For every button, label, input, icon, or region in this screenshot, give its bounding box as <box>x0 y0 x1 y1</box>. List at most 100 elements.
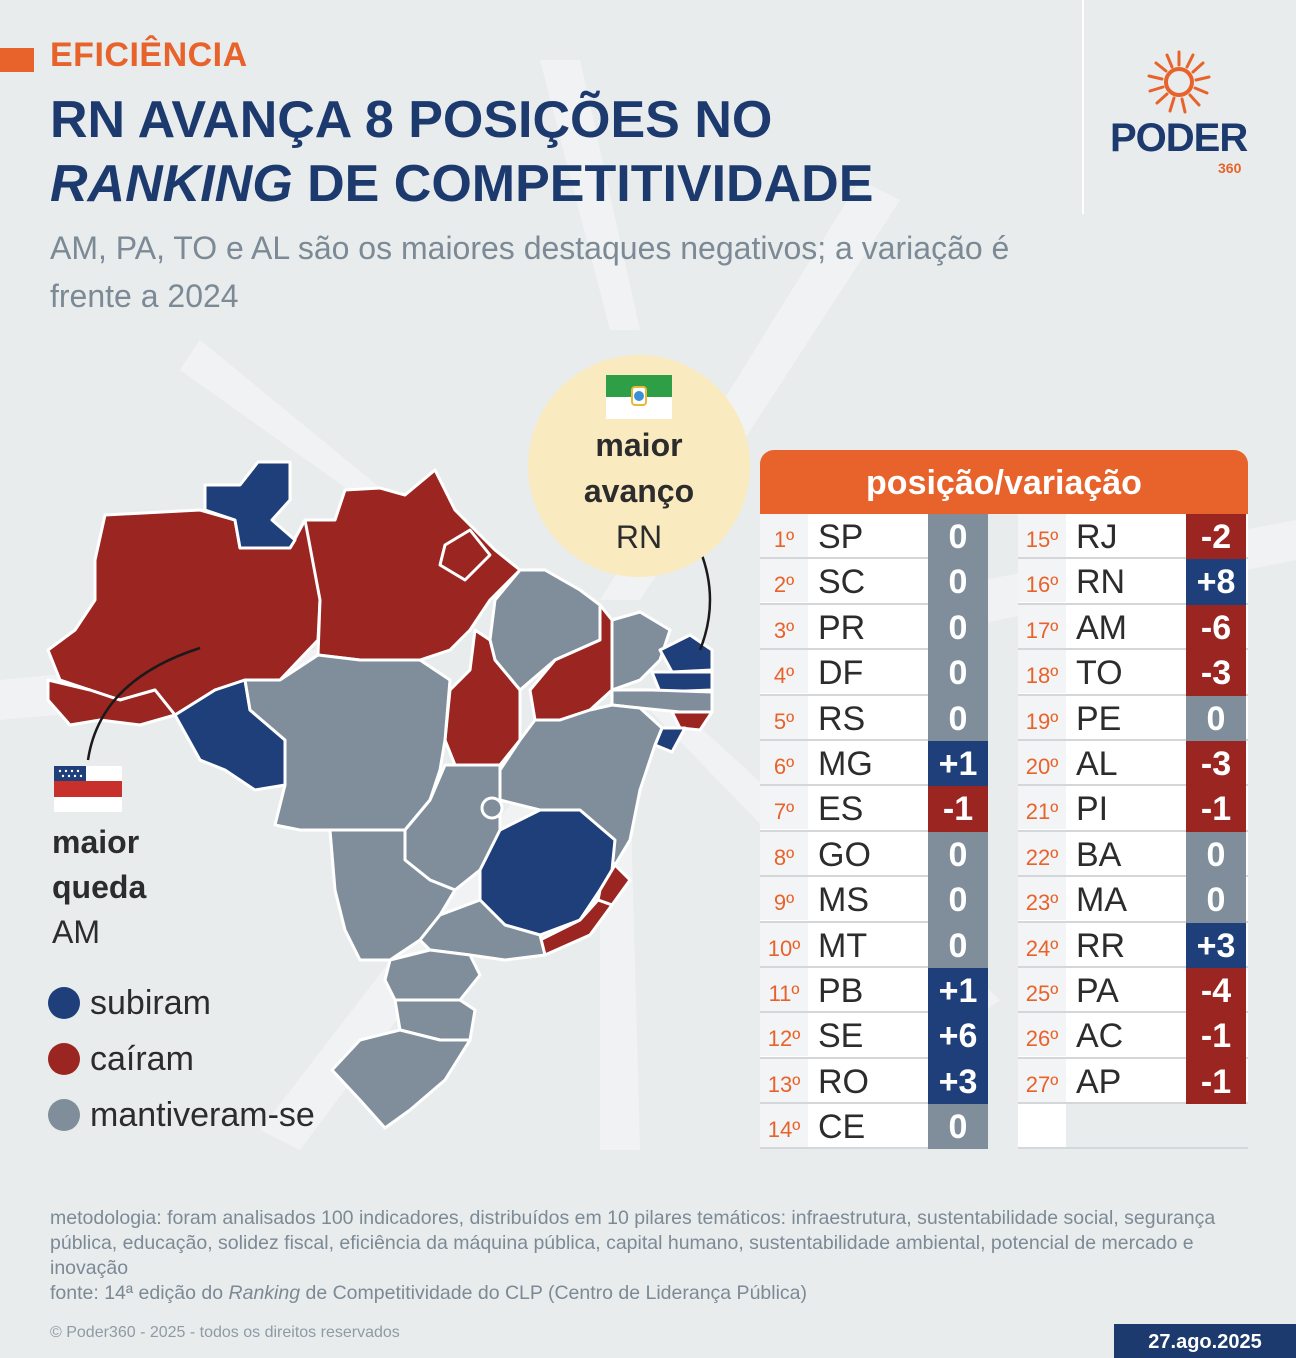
table-row: 19º PE 0 <box>1018 695 1248 741</box>
variation-badge: 0 <box>928 831 988 878</box>
state-code: PR <box>818 608 866 647</box>
legend-item-same: mantiveram-se <box>48 1087 315 1143</box>
state-code: SC <box>818 563 866 602</box>
kicker: EFICIÊNCIA <box>50 36 248 74</box>
state-sp <box>418 898 547 962</box>
header-divider <box>1082 0 1084 214</box>
publish-date: 27.ago.2025 <box>1114 1324 1296 1358</box>
variation-badge: -1 <box>1186 786 1246 832</box>
state-code: PE <box>1076 699 1122 738</box>
rank-label: 12º <box>760 1013 808 1057</box>
state-mg <box>478 808 617 937</box>
state-code: AM <box>1076 608 1127 647</box>
rank-label: 3º <box>760 604 808 648</box>
variation-badge: 0 <box>928 604 988 651</box>
rise-highlight-bubble: maior avanço RN <box>528 355 750 577</box>
page-title: RN AVANÇA 8 POSIÇÕES NO RANKING DE COMPE… <box>50 88 1060 216</box>
table-row: 23º MA 0 <box>1018 877 1248 923</box>
state-code: RN <box>1076 563 1126 602</box>
variation-badge: -6 <box>1186 604 1246 651</box>
variation-badge: 0 <box>928 514 988 560</box>
rank-label: 19º <box>1018 695 1066 739</box>
rn-connector-line <box>698 549 712 651</box>
table-row: 21º PI -1 <box>1018 786 1248 832</box>
variation-badge: -4 <box>1186 967 1246 1014</box>
table-row: 15º RJ -2 <box>1018 514 1248 560</box>
rank-label: 4º <box>760 650 808 694</box>
variation-badge: 0 <box>928 650 988 696</box>
rank-label: 22º <box>1018 831 1066 875</box>
table-row: 10º MT 0 <box>760 922 988 968</box>
state-rs <box>330 1028 472 1130</box>
table-row: 9º MS 0 <box>760 877 988 923</box>
state-code: AP <box>1076 1062 1122 1101</box>
source-italic: Ranking <box>228 1282 301 1304</box>
state-code: AL <box>1076 744 1118 783</box>
variation-badge: -2 <box>1186 514 1246 560</box>
title-line-1: RN AVANÇA 8 POSIÇÕES NO <box>50 91 773 149</box>
variation-badge: -1 <box>1186 1013 1246 1059</box>
variation-badge: 0 <box>928 922 988 968</box>
variation-badge: +3 <box>1186 922 1246 968</box>
rank-label: 11º <box>760 967 808 1011</box>
logo-wordmark: PODER <box>1110 116 1248 160</box>
state-code: SE <box>818 1017 864 1056</box>
empty-cell <box>1018 1104 1066 1148</box>
state-code: SP <box>818 518 864 556</box>
rank-label: 25º <box>1018 967 1066 1011</box>
fall-state: AM <box>52 914 100 950</box>
variation-badge: 0 <box>928 877 988 923</box>
legend-dot-up <box>48 987 80 1019</box>
rise-label-1: maior <box>595 427 683 463</box>
table-row: 7º ES -1 <box>760 786 988 832</box>
table-row: 14º CE 0 <box>760 1104 988 1150</box>
table-row: 22º BA 0 <box>1018 831 1248 878</box>
state-code: RS <box>818 699 866 738</box>
source-prefix: fonte: 14ª edição do <box>50 1282 229 1304</box>
variation-badge: 0 <box>928 1104 988 1150</box>
rank-label: 21º <box>1018 786 1066 830</box>
table-row: 25º PA -4 <box>1018 967 1248 1014</box>
variation-badge: -3 <box>1186 650 1246 696</box>
kicker-bar <box>0 48 34 72</box>
variation-badge: +1 <box>928 740 988 787</box>
legend-item-down: caíram <box>48 1031 315 1087</box>
variation-badge: 0 <box>1186 831 1246 878</box>
table-row: 18º TO -3 <box>1018 650 1248 696</box>
state-code: PA <box>1076 971 1119 1010</box>
rn-flag-icon <box>606 375 672 419</box>
variation-badge: +8 <box>1186 559 1246 605</box>
variation-badge: +1 <box>928 967 988 1014</box>
rank-label: 24º <box>1018 922 1066 966</box>
rank-label: 13º <box>760 1058 808 1102</box>
legend-dot-same <box>48 1099 80 1131</box>
rank-label: 2º <box>760 559 808 603</box>
variation-badge: +3 <box>928 1058 988 1105</box>
state-code: DF <box>818 654 864 693</box>
rank-label: 17º <box>1018 604 1066 648</box>
title-italic-word: RANKING <box>50 155 293 213</box>
variation-badge: 0 <box>1186 877 1246 923</box>
rank-label: 6º <box>760 740 808 784</box>
rise-state: RN <box>615 519 663 555</box>
state-pa <box>303 468 522 662</box>
table-header: posição/variação <box>760 450 1248 514</box>
ranking-column-right: 15º RJ -2 16º RN +8 17º AM -6 18º TO -3 19º PE 0 20º AL -… <box>1018 514 1248 1150</box>
variation-badge: 0 <box>928 695 988 741</box>
table-row: 2º SC 0 <box>760 559 988 605</box>
state-pb <box>650 670 714 694</box>
table-row: 17º AM -6 <box>1018 604 1248 651</box>
variation-badge: -1 <box>928 786 988 832</box>
am-connector-line <box>86 646 201 761</box>
state-ba <box>498 703 664 867</box>
source-note: fonte: 14ª edição do Ranking de Competit… <box>50 1281 1250 1306</box>
title-line-2: RANKING DE COMPETITIVIDADE <box>50 152 1060 216</box>
table-row: 20º AL -3 <box>1018 740 1248 787</box>
brazil-map <box>46 460 714 1130</box>
footer-notes: metodologia: foram analisados 100 indica… <box>50 1206 1250 1306</box>
rise-label-2: avanço <box>583 473 695 509</box>
rank-label: 18º <box>1018 650 1066 694</box>
table-row: 13º RO +3 <box>760 1058 988 1105</box>
state-rr <box>203 460 297 550</box>
legend-dot-down <box>48 1043 80 1075</box>
